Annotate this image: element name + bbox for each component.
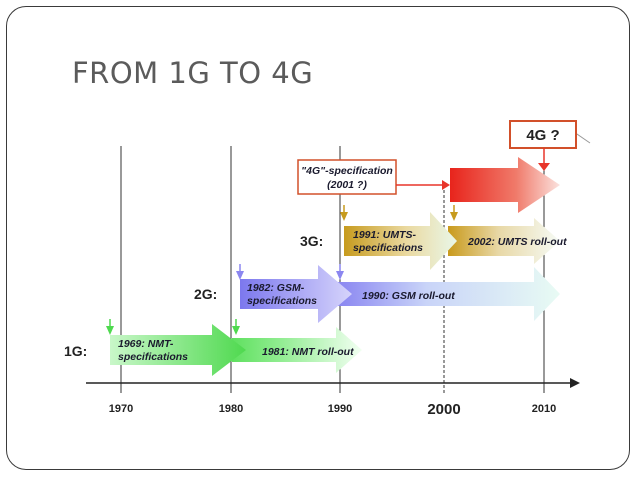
gen-label-1g: 1G: (64, 343, 87, 359)
year-1970: 1970 (109, 403, 133, 415)
year-2010: 2010 (532, 403, 556, 415)
marker-umts-rollout (450, 212, 458, 221)
arrow-gsm-rollout (338, 267, 560, 321)
spec-4g-arrowhead (442, 180, 450, 190)
year-2000: 2000 (427, 401, 460, 418)
box-4g-label: 4G ? (526, 127, 559, 144)
marker-umts-spec (340, 212, 348, 221)
gen-label-3g: 3G: (300, 233, 323, 249)
box-4g-arrowhead (538, 163, 550, 171)
gsm-spec-line1: 1982: GSM- (247, 282, 305, 294)
box-4g (509, 120, 577, 149)
spec-4g-line1: "4G"-specification (301, 165, 393, 177)
gsm-spec-line2: specifications (247, 295, 317, 307)
nmt-spec-line2: specifications (118, 351, 188, 363)
spec-4g-line2: (2001 ?) (327, 179, 367, 191)
gsm-rollout-label: 1990: GSM roll-out (362, 290, 455, 302)
arrow-nmt-spec (110, 324, 246, 376)
nmt-rollout-label: 1981: NMT roll-out (262, 346, 354, 358)
slide-title: FROM 1G TO 4G (72, 56, 314, 90)
nmt-spec-line1: 1969: NMT- (118, 338, 174, 350)
time-axis-arrowhead (570, 378, 580, 388)
arrow-4g (450, 157, 560, 213)
umts-spec-line1: 1991: UMTS- (353, 229, 417, 241)
marker-gsm-rollout (336, 271, 344, 280)
year-1980: 1980 (219, 403, 243, 415)
arrow-umts-rollout (448, 218, 560, 264)
arrow-nmt-rollout (232, 327, 362, 373)
arrow-umts-spec (344, 212, 457, 270)
marker-nmt-rollout (232, 326, 240, 335)
marker-nmt-spec (106, 326, 114, 335)
arrow-gsm-spec (240, 265, 352, 323)
spec-4g-box (297, 159, 397, 195)
year-1990: 1990 (328, 403, 352, 415)
marker-gsm-spec (236, 271, 244, 280)
umts-spec-line2: specifications (353, 242, 423, 254)
gen-label-2g: 2G: (194, 286, 217, 302)
umts-rollout-label: 2002: UMTS roll-out (467, 236, 567, 248)
